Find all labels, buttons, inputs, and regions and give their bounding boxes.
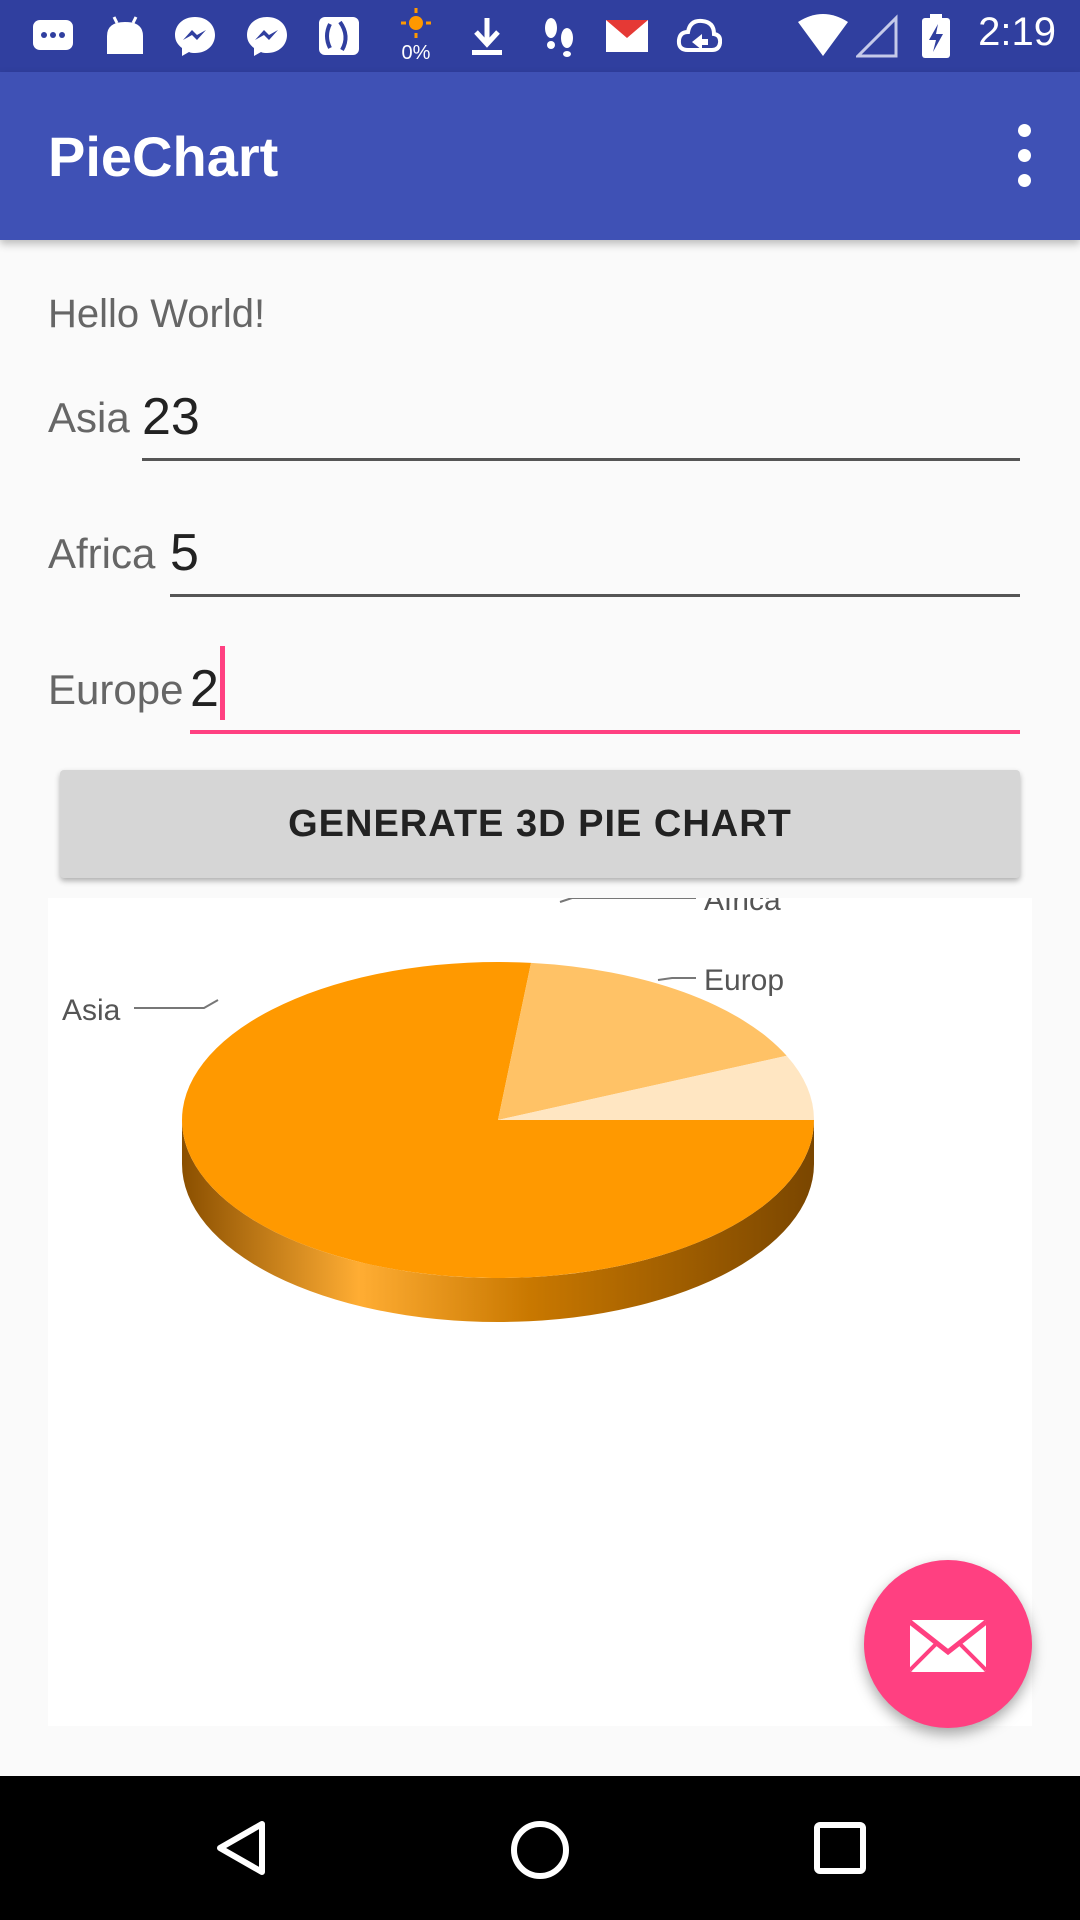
- africa-label: Africa: [48, 530, 156, 577]
- pie-side-wall: [182, 1120, 814, 1322]
- cell-signal-icon: [856, 14, 898, 58]
- messenger-icon: [247, 17, 287, 56]
- pie-slices: [182, 962, 814, 1278]
- home-icon[interactable]: [508, 1818, 572, 1882]
- leader-line-europe: [657, 977, 696, 981]
- europe-label: Europe: [48, 666, 184, 713]
- leader-line-asia: [134, 999, 219, 1009]
- brightness-icon: [401, 8, 431, 38]
- pie-side: [182, 1120, 814, 1322]
- slice-label-europe: Europ: [704, 964, 784, 997]
- app-title: PieChart: [48, 125, 279, 188]
- pie-labels: Asia Africa Europ: [62, 898, 784, 1027]
- status-bar: 0% 2:19: [0, 0, 1080, 72]
- europe-input[interactable]: [190, 654, 1020, 734]
- email-icon: [908, 1620, 988, 1672]
- asia-label: Asia: [48, 394, 130, 441]
- pie-slice-africa: [498, 962, 787, 1120]
- slice-label-africa: Africa: [704, 898, 781, 917]
- generate-chart-button[interactable]: GENERATE 3D PIE CHART: [60, 770, 1020, 878]
- wifi-icon: [798, 14, 848, 56]
- text-cursor: [220, 646, 225, 720]
- hello-text: Hello World!: [48, 292, 266, 336]
- footsteps-icon: [545, 18, 573, 57]
- chart-panel: Asia Africa Europ: [48, 898, 1032, 1726]
- pie-chart: Asia Africa Europ: [62, 898, 814, 1322]
- asia-input[interactable]: [142, 382, 1020, 461]
- yahoo-mail-icon: [606, 20, 648, 52]
- navigation-bar: [0, 1776, 1080, 1920]
- pie-leaders: [134, 898, 696, 1009]
- android-icon: [107, 16, 143, 54]
- leader-line-africa: [559, 898, 696, 903]
- app-bar: PieChart: [0, 72, 1080, 240]
- battery-icon: [922, 14, 950, 58]
- email-fab[interactable]: [864, 1560, 1032, 1728]
- slice-label-asia: Asia: [62, 994, 121, 1027]
- africa-input[interactable]: [170, 518, 1020, 597]
- download-icon: [472, 18, 502, 55]
- cloud-sync-icon: [676, 18, 722, 52]
- recents-icon[interactable]: [812, 1820, 868, 1876]
- overflow-menu-icon[interactable]: [1004, 124, 1044, 188]
- social-app-icon: [319, 17, 359, 55]
- chat-icon: [33, 20, 73, 50]
- back-icon[interactable]: [212, 1818, 272, 1878]
- brightness-indicator: 0%: [396, 8, 436, 68]
- pie-slice-europe: [498, 1055, 814, 1120]
- messenger-icon: [175, 17, 215, 56]
- battery-saver-percent: 0%: [401, 42, 431, 64]
- clock: 2:19: [978, 10, 1056, 54]
